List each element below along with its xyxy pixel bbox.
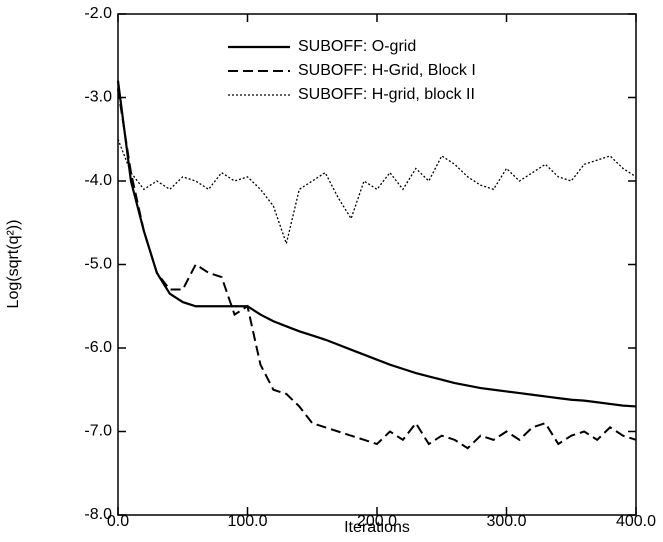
x-tick-label: 0.0 [107,513,129,530]
series-line [117,139,637,246]
y-axis-title: Log(sqrt(q²)) [5,220,22,309]
x-tick-label: 300.0 [486,513,526,530]
y-tick-label: -6.0 [84,339,112,356]
x-axis-title: Iterations [344,519,410,536]
x-tick-label: 400.0 [616,513,656,530]
legend-label: SUBOFF: O-grid [298,38,416,55]
legend-label: SUBOFF: H-Grid, Block I [298,62,476,79]
x-tick-label: 200.0 [357,513,397,530]
x-tick-label: 100.0 [227,513,267,530]
legend-label: SUBOFF: H-grid, block II [298,86,475,103]
series-line [117,88,637,450]
y-tick-label: -4.0 [84,172,112,189]
y-tick-label: -2.0 [84,5,112,22]
y-tick-label: -3.0 [84,89,112,106]
y-tick-label: -7.0 [84,423,112,440]
y-tick-label: -5.0 [84,256,112,273]
y-tick-label: -8.0 [84,506,112,523]
series-line [116,80,637,408]
